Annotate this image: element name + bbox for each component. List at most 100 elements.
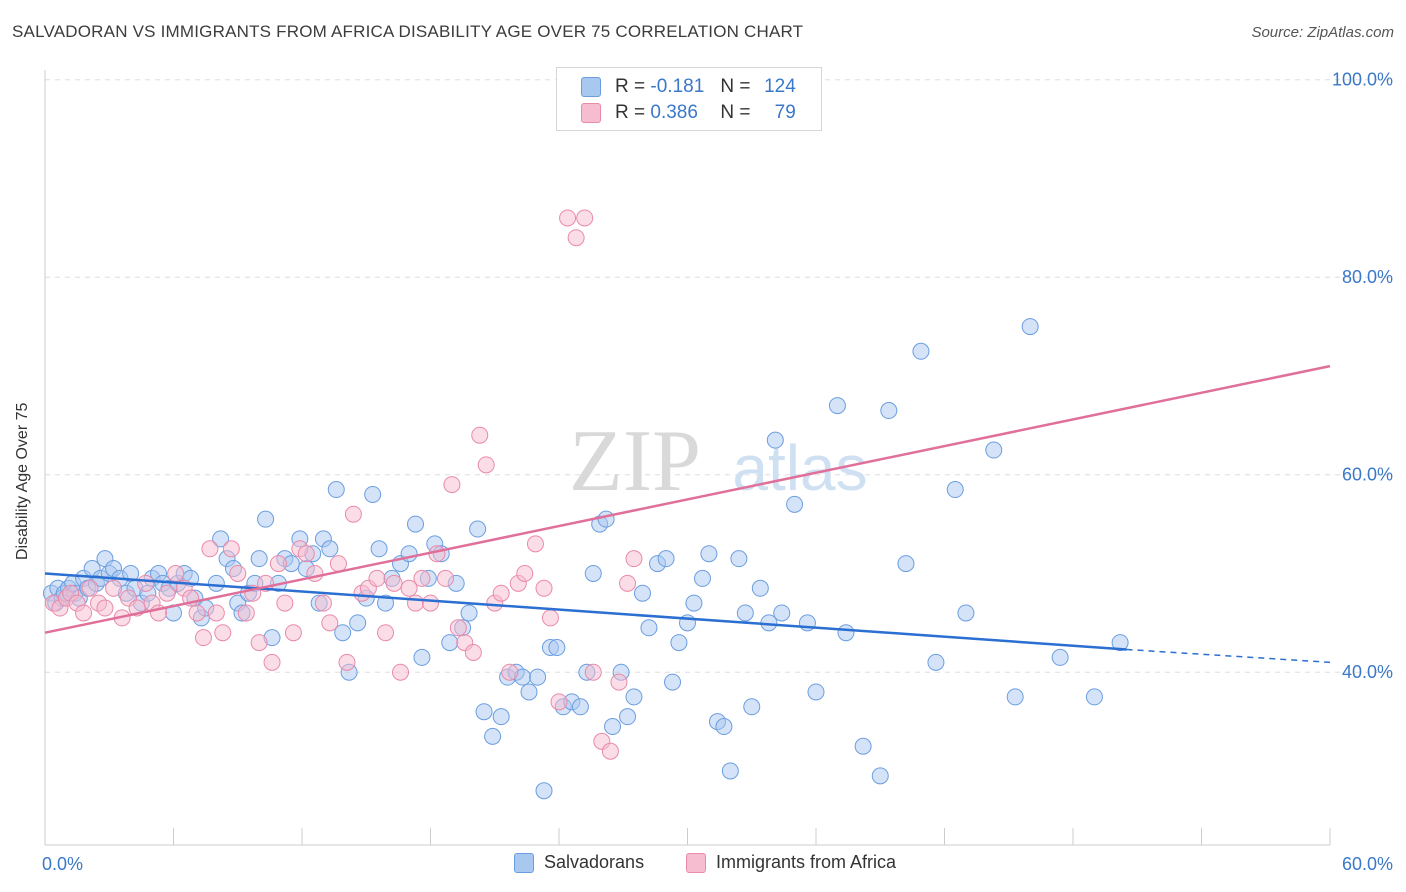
n-label: N = [720,76,751,97]
africa-point [329,555,347,573]
salvadoran-point [837,624,855,642]
africa-point [377,624,395,642]
salvadoran-point [897,555,915,573]
salvadoran-point [807,683,825,701]
africa-point [550,693,568,711]
salvadoran-point [773,604,791,622]
salvadoran-point [985,441,1003,459]
africa-point [526,535,544,553]
chart-title: SALVADORAN VS IMMIGRANTS FROM AFRICA DIS… [12,22,804,41]
salvadoran-point [413,648,431,666]
salvadoran-point [492,708,510,726]
africa-point [229,564,247,582]
salvadoran-point [460,604,478,622]
africa-point [222,540,240,558]
legend-item-africa[interactable]: Immigrants from Africa [686,852,896,873]
salvadoran-trendline-extension [1126,648,1331,664]
r-label: R = [615,76,646,97]
africa-point [105,579,123,597]
africa-swatch [686,852,706,873]
n-value: 79 [774,102,796,123]
stats-row-africa: R = 0.386 N = 79 [581,100,796,126]
africa-trendline [44,364,1331,634]
salvadoran-point [766,431,784,449]
salvadoran-point [584,564,602,582]
africa-point [413,569,431,587]
salvadoran-point [597,510,615,528]
n-value: 124 [764,76,796,97]
africa-point [385,574,403,592]
africa-point [559,209,577,227]
salvadoran-point [212,530,230,548]
salvadoran-point [957,604,975,622]
salvadoran-point [475,703,493,721]
africa-point [158,584,176,602]
africa-point [194,629,212,647]
africa-point [541,609,559,627]
africa-point [584,663,602,681]
africa-point [368,569,386,587]
salvadoran-point [721,762,739,780]
salvadoran-point [693,569,711,587]
salvadoran-point [604,718,622,736]
africa-point [321,614,339,632]
salvadoran-trendline [44,572,1127,651]
salvadoran-point [321,540,339,558]
salvadoran-point [370,540,388,558]
salvadoran-point [327,481,345,499]
salvadoran-point [736,604,754,622]
salvadoran-point [634,584,652,602]
africa-point [263,653,281,671]
y-tick-label: 60.0% [1342,465,1393,485]
n-label: N = [720,102,751,123]
salvadoran-point [657,550,675,568]
salvadoran-point [441,634,459,652]
y-axis-label: Disability Age Over 75 [14,402,31,560]
salvadoran-point [871,767,889,785]
stats-legend: R = -0.181 N = 124 R = 0.386 N = 79 [556,67,822,131]
x-tick-label: 0.0% [42,854,83,874]
africa-point [407,594,425,612]
salvadoran-point [1021,318,1039,336]
salvadoran-point [946,481,964,499]
legend-item-salvadorans[interactable]: Salvadorans [514,852,644,873]
africa-point [392,663,410,681]
africa-point [284,624,302,642]
africa-point [338,653,356,671]
africa-point [201,540,219,558]
africa-point [601,742,619,760]
africa-point [471,426,489,444]
africa-point [516,564,534,582]
africa-point [501,663,519,681]
salvadoran-point [927,653,945,671]
africa-point [610,673,628,691]
africa-point [422,594,439,612]
y-tick-label: 100.0% [1332,70,1393,90]
africa-point [625,550,643,568]
series-legend: Salvadorans Immigrants from Africa [0,852,1406,878]
salvadoran-point [520,683,538,701]
africa-point [297,545,315,563]
africa-point [619,574,637,592]
africa-point [344,505,362,523]
africa-point [567,229,585,247]
salvadoran-point [535,782,553,800]
africa-point [237,604,255,622]
salvadoran-point [407,515,425,533]
africa-point [207,604,225,622]
africa-point [464,643,482,661]
salvadoran-point [364,485,382,503]
africa-point [269,555,287,573]
salvadoran-point [670,634,688,652]
salvadoran-point [715,718,733,736]
salvadoran-point [664,673,682,691]
x-tick-label: 60.0% [1342,854,1393,874]
salvadoran-point [207,574,225,592]
watermark-zip: ZIP [569,413,701,510]
salvadoran-point [349,614,367,632]
salvadorans-swatch [514,852,534,873]
salvadoran-point [743,698,761,716]
africa-point [214,624,232,642]
africa-point [576,209,594,227]
